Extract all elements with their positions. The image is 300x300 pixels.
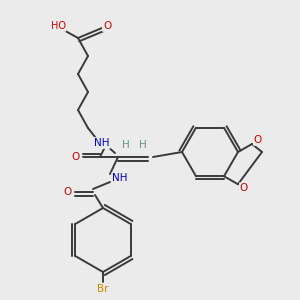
- Text: H: H: [122, 140, 130, 150]
- Text: NH: NH: [94, 138, 110, 148]
- Text: NH: NH: [112, 173, 128, 183]
- Text: HO: HO: [50, 21, 65, 31]
- Text: O: O: [240, 183, 248, 193]
- Text: O: O: [63, 187, 71, 197]
- Text: O: O: [71, 152, 79, 162]
- Text: Br: Br: [97, 284, 109, 294]
- Text: H: H: [139, 140, 147, 150]
- Text: O: O: [254, 135, 262, 145]
- Text: O: O: [103, 21, 111, 31]
